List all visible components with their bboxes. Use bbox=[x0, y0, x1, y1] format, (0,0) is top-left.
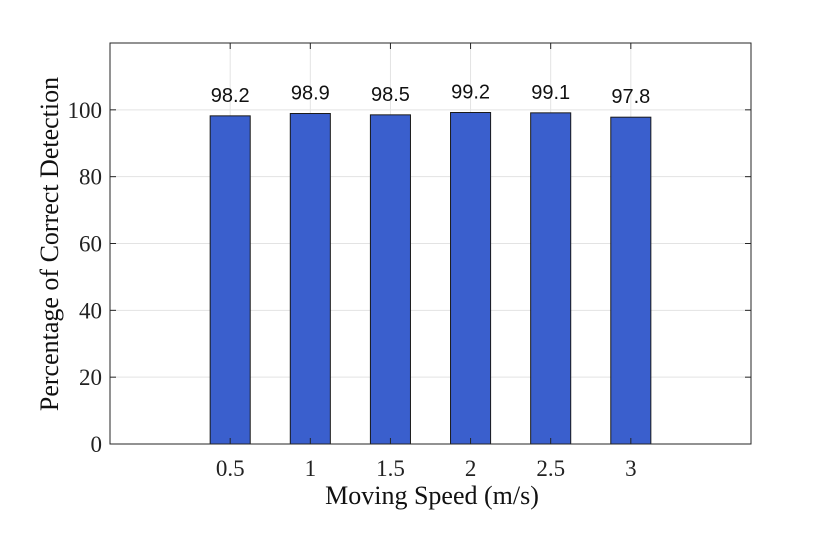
y-tick-label: 20 bbox=[79, 365, 102, 390]
y-tick-label: 0 bbox=[91, 432, 103, 457]
x-tick-label: 3 bbox=[625, 456, 637, 481]
bar bbox=[450, 112, 492, 445]
y-tick-label: 100 bbox=[68, 98, 103, 123]
grid-lines bbox=[110, 43, 751, 445]
y-tick-label: 60 bbox=[79, 232, 102, 257]
x-tick-label: 2 bbox=[465, 456, 477, 481]
bar-value-label: 97.8 bbox=[611, 86, 650, 108]
x-tick-label: 1 bbox=[305, 456, 317, 481]
bar-value-label: 99.1 bbox=[531, 82, 570, 104]
y-tick-label: 80 bbox=[79, 165, 102, 190]
bar bbox=[209, 115, 251, 445]
bar bbox=[610, 116, 652, 445]
bar-value-label: 99.2 bbox=[451, 82, 490, 104]
bars bbox=[209, 112, 652, 445]
bar-value-label: 98.5 bbox=[371, 84, 410, 106]
x-tick-label: 1.5 bbox=[376, 456, 405, 481]
y-axis-ticks: 0 20 40 60 80 100 bbox=[68, 98, 751, 457]
bar-value-label: 98.9 bbox=[291, 83, 330, 105]
y-axis-title: Percentage of Correct Detection bbox=[35, 77, 64, 411]
bar-value-label: 98.2 bbox=[211, 85, 250, 107]
bar bbox=[289, 113, 331, 445]
bar bbox=[530, 112, 572, 445]
y-tick-label: 40 bbox=[79, 298, 102, 323]
x-axis-title: Moving Speed (m/s) bbox=[325, 481, 539, 510]
x-tick-label: 2.5 bbox=[536, 456, 565, 481]
x-axis-ticks: 0.5 1 1.5 2 2.5 3 bbox=[216, 43, 637, 481]
x-tick-label: 0.5 bbox=[216, 456, 245, 481]
bar bbox=[369, 114, 411, 445]
data-labels: 98.2 98.9 98.5 99.2 99.1 97.8 bbox=[211, 82, 651, 109]
